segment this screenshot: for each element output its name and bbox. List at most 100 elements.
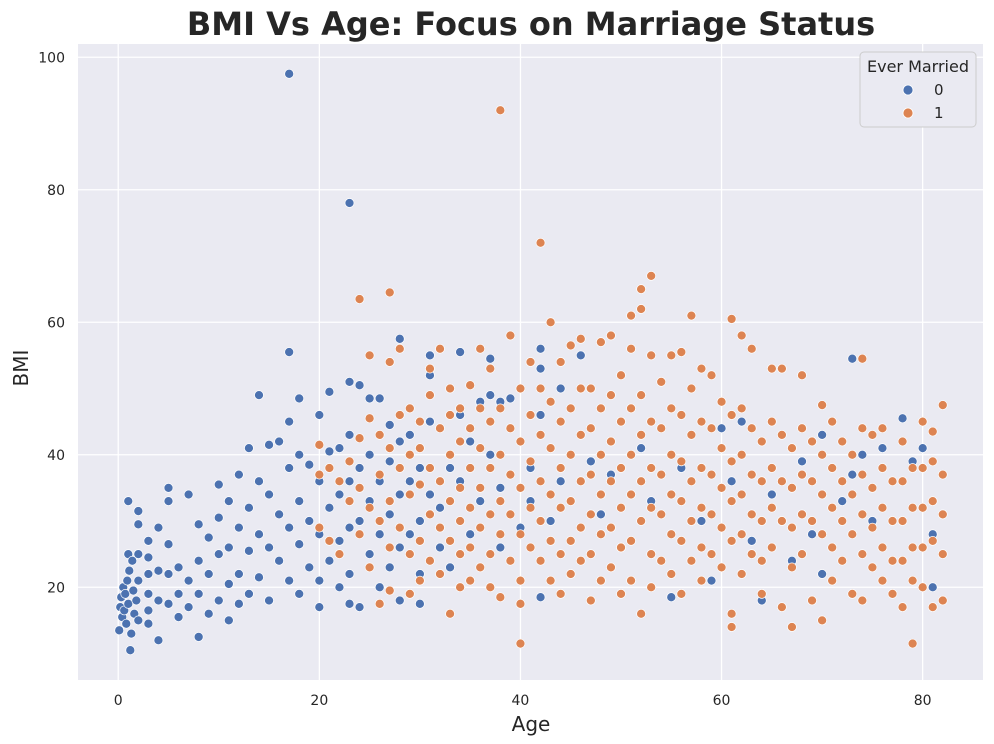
data-point [304,516,315,526]
data-point [787,622,797,632]
data-point [937,549,948,559]
data-point [465,529,476,540]
data-point [887,589,898,599]
data-point [435,522,445,533]
data-point [515,483,526,493]
data-point [817,615,827,626]
data-point [143,618,154,629]
data-point [475,522,486,533]
data-point [425,350,435,361]
data-point [304,562,315,573]
data-point [897,476,908,487]
data-point [756,555,767,566]
data-point [585,469,596,480]
data-point [646,350,657,361]
x-tick-label: 40 [512,693,530,709]
data-point [817,489,827,500]
data-point [445,496,455,506]
data-point [596,575,606,586]
data-point [254,390,264,400]
data-point [847,469,858,480]
data-point [927,496,938,506]
data-point [344,522,355,533]
data-point [213,549,224,559]
data-point [485,463,496,473]
data-point [505,393,516,404]
data-point [565,449,576,460]
data-point [756,436,767,447]
data-point [606,476,616,487]
data-point [324,446,335,457]
data-point [445,536,455,546]
data-point [133,506,144,516]
data-point [415,479,425,490]
data-point [636,476,646,487]
data-point [415,443,425,453]
data-point [857,353,868,364]
data-point [676,347,687,357]
data-point [364,562,375,573]
chart-title: BMI Vs Age: Focus on Marriage Status [187,5,875,43]
data-point [565,496,576,506]
data-point [344,430,355,440]
data-point [465,380,476,391]
data-point [384,456,395,467]
data-point [193,589,204,599]
data-point [475,443,486,453]
data-point [575,383,586,394]
data-point [505,509,516,520]
data-point [917,416,928,427]
data-point [495,403,506,414]
data-point [626,403,636,414]
x-tick-label: 60 [713,693,731,709]
data-point [797,370,807,381]
data-point [907,575,918,586]
data-point [131,595,142,606]
data-point [334,489,345,500]
data-point [324,463,335,473]
data-point [857,595,868,606]
data-point [636,443,646,453]
data-point [827,416,838,427]
x-tick-label: 80 [914,693,932,709]
data-point [797,423,807,434]
data-point [404,403,415,414]
data-point [143,589,154,599]
data-point [344,476,355,487]
data-point [234,569,244,579]
data-point [606,436,616,447]
data-point [294,449,305,460]
data-point [766,416,777,427]
data-point [304,459,315,470]
data-point [153,565,164,576]
data-point [716,443,727,453]
data-point [666,350,677,361]
data-point [525,542,536,553]
data-point [606,562,616,573]
x-axis-label: Age [512,712,551,736]
data-point [606,522,616,533]
data-point [616,502,626,513]
data-point [596,449,606,460]
data-point [425,463,435,473]
data-point [354,602,365,612]
data-point [435,502,445,513]
data-point [535,410,546,420]
data-point [686,555,697,566]
data-point [143,569,154,579]
data-point [445,562,455,573]
data-point [535,237,546,248]
data-point [596,529,606,540]
data-point [917,542,928,553]
x-tick-label: 20 [310,693,328,709]
data-point [495,496,506,506]
data-point [807,529,817,540]
data-point [766,363,777,374]
data-point [193,555,204,566]
data-point [877,502,888,513]
data-point [223,496,234,506]
data-point [777,430,787,440]
data-point [485,416,496,427]
data-point [183,602,194,612]
